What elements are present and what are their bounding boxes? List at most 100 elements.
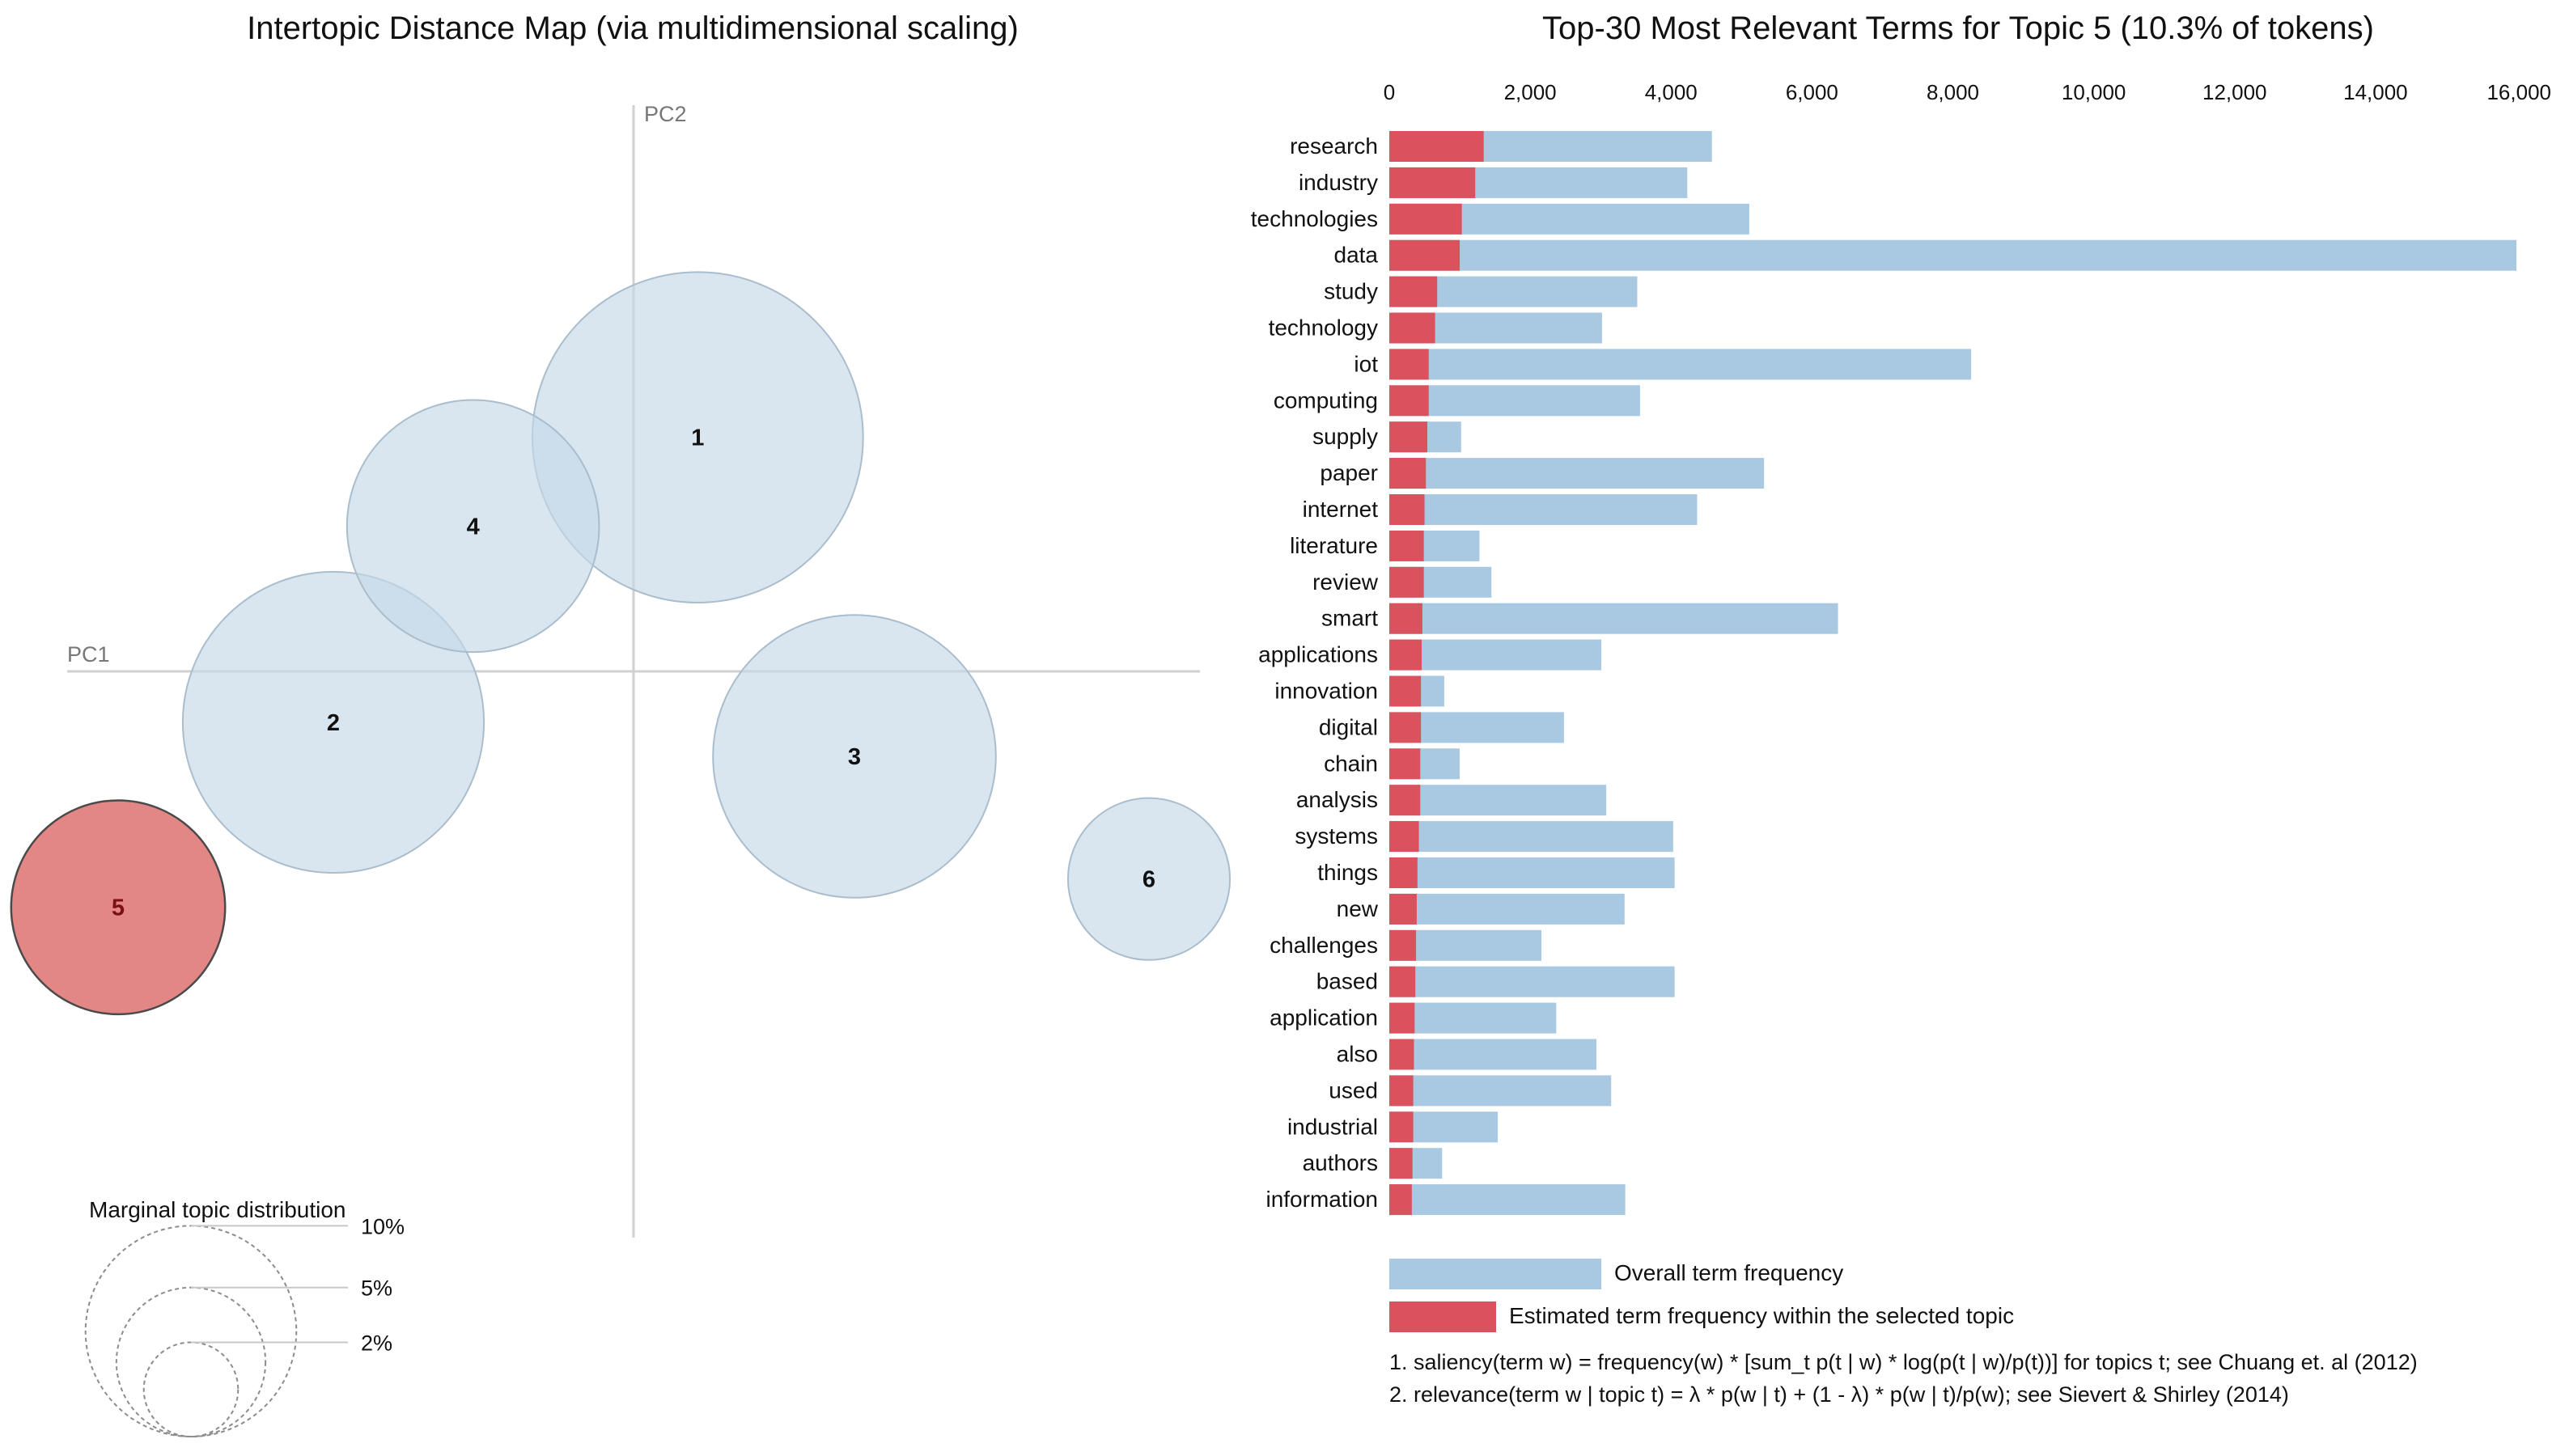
term-label-smart: smart — [1321, 606, 1378, 631]
marginal-circle-10 — [84, 1225, 298, 1437]
overall-bar-data — [1389, 239, 2516, 271]
term-label-internet: internet — [1303, 497, 1379, 522]
overall-bar-applications — [1389, 639, 1602, 671]
topic-bar-new — [1389, 893, 1417, 925]
topic-bubble-label-2: 2 — [327, 710, 340, 736]
marginal-legend-label-10: 10% — [361, 1214, 405, 1238]
topic-bar-research — [1389, 131, 1484, 162]
marginal-distribution-title: Marginal topic distribution — [89, 1197, 346, 1222]
topic-bar-innovation — [1389, 675, 1422, 707]
topic-bar-information — [1389, 1184, 1412, 1216]
topic-bar-used — [1389, 1075, 1414, 1107]
topic-bar-internet — [1389, 494, 1425, 525]
top-terms-bars: research industry technologies data study tec… — [1251, 131, 2516, 1216]
marginal-topic-distribution: Marginal topic distribution 10% 5% 2% — [84, 1197, 405, 1438]
bar-chart-x-axis: 0 2,000 4,000 6,000 8,000 10,000 12,000 14,000 1… — [1384, 80, 2551, 104]
x-tick-label-8000: 8,000 — [1927, 80, 1979, 104]
overall-bar-internet — [1389, 494, 1698, 525]
overall-bar-paper — [1389, 458, 1765, 489]
topic-bar-study — [1389, 276, 1438, 307]
term-label-supply: supply — [1312, 424, 1378, 449]
topic-bar-smart — [1389, 603, 1422, 634]
topic-bar-digital — [1389, 712, 1422, 743]
term-label-systems: systems — [1295, 823, 1378, 849]
topic-bar-industrial — [1389, 1111, 1414, 1143]
topic-bar-authors — [1389, 1148, 1413, 1179]
topic-bar-supply — [1389, 421, 1428, 453]
x-tick-label-16000: 16,000 — [2486, 80, 2551, 104]
term-label-authors: authors — [1303, 1150, 1378, 1175]
marginal-circle-5 — [115, 1286, 267, 1438]
pc1-axis-label: PC1 — [67, 642, 110, 667]
term-label-review: review — [1312, 569, 1379, 595]
overall-bar-smart — [1389, 603, 1838, 634]
term-label-used: used — [1329, 1077, 1378, 1103]
term-label-things: things — [1317, 860, 1378, 885]
topic-bar-literature — [1389, 530, 1424, 561]
term-label-paper: paper — [1320, 460, 1378, 485]
topic-bar-applications — [1389, 639, 1422, 671]
overall-bar-iot — [1389, 349, 1972, 380]
term-label-industry: industry — [1299, 170, 1378, 195]
legend-overall-label: Overall term frequency — [1614, 1260, 1843, 1285]
overall-bar-information — [1389, 1184, 1626, 1216]
topic-bubble-label-6: 6 — [1142, 867, 1155, 893]
term-label-computing: computing — [1274, 387, 1378, 413]
term-label-application: application — [1270, 1005, 1378, 1031]
overall-bar-computing — [1389, 385, 1640, 417]
term-label-applications: applications — [1258, 642, 1378, 667]
footnote-relevance: 2. relevance(term w | topic t) = λ * p(w… — [1389, 1382, 2289, 1407]
topic-bar-review — [1389, 566, 1424, 598]
topic-bubble-label-1: 1 — [691, 425, 704, 451]
legend-estimated-label: Estimated term frequency within the sele… — [1509, 1303, 2014, 1328]
term-label-challenges: challenges — [1270, 933, 1378, 958]
term-label-technology: technology — [1269, 315, 1378, 341]
topic-bubble-6 — [1066, 797, 1232, 961]
term-label-iot: iot — [1354, 351, 1378, 376]
topic-bubble-2 — [181, 570, 485, 874]
overall-bar-analysis — [1389, 785, 1607, 816]
topic-bar-computing — [1389, 385, 1429, 417]
overall-bar-based — [1389, 966, 1675, 997]
footnotes: 1. saliency(term w) = frequency(w) * [su… — [1389, 1350, 2418, 1407]
topic-bubble-5 — [10, 799, 227, 1016]
x-tick-label-2000: 2,000 — [1504, 80, 1557, 104]
term-label-literature: literature — [1290, 533, 1378, 558]
term-label-technologies: technologies — [1251, 206, 1378, 231]
term-label-innovation: innovation — [1274, 679, 1378, 704]
legend-estimated-swatch — [1389, 1302, 1496, 1332]
term-label-analysis: analysis — [1296, 787, 1378, 812]
marginal-legend-label-5: 5% — [361, 1276, 392, 1301]
overall-bar-systems — [1389, 821, 1673, 853]
topic-bar-also — [1389, 1039, 1414, 1070]
x-tick-label-0: 0 — [1384, 80, 1395, 104]
topic-bar-paper — [1389, 458, 1427, 489]
topic-bubble-label-4: 4 — [467, 514, 480, 540]
topic-bar-systems — [1389, 821, 1419, 853]
topic-bubble-4 — [346, 399, 600, 654]
term-label-research: research — [1290, 133, 1378, 159]
term-label-industrial: industrial — [1287, 1114, 1378, 1139]
intertopic-map-title: Intertopic Distance Map (via multidimens… — [247, 11, 1019, 46]
term-label-new: new — [1337, 896, 1379, 921]
x-tick-label-14000: 14,000 — [2343, 80, 2408, 104]
pc2-axis-label: PC2 — [644, 102, 687, 126]
topic-bar-technology — [1389, 312, 1435, 344]
marginal-circle-2 — [142, 1341, 240, 1437]
term-label-based: based — [1316, 969, 1378, 994]
x-tick-label-4000: 4,000 — [1645, 80, 1698, 104]
marginal-legend-label-2: 2% — [361, 1331, 392, 1355]
term-label-also: also — [1337, 1042, 1378, 1067]
bar-chart-legend: Overall term frequency Estimated term fr… — [1389, 1259, 2014, 1332]
topic-bar-iot — [1389, 349, 1429, 380]
top-terms-title: Top-30 Most Relevant Terms for Topic 5 (… — [1542, 11, 2374, 46]
overall-bar-application — [1389, 1002, 1557, 1034]
topic-bar-based — [1389, 966, 1416, 997]
x-tick-label-10000: 10,000 — [2062, 80, 2126, 104]
x-tick-label-12000: 12,000 — [2202, 80, 2267, 104]
topic-bubble-label-5: 5 — [112, 895, 125, 921]
topic-bar-analysis — [1389, 785, 1421, 816]
overall-bar-things — [1389, 857, 1675, 888]
overall-bar-used — [1389, 1075, 1612, 1107]
